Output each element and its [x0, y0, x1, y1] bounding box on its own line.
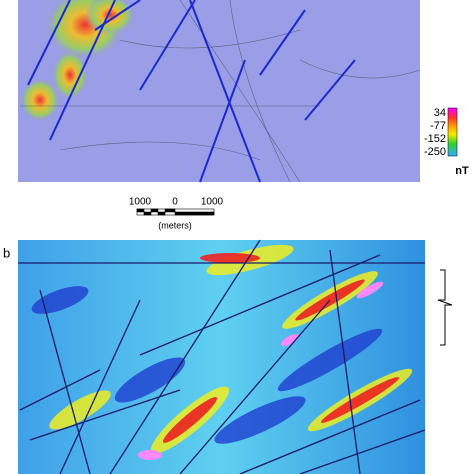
- colorbar: [447, 107, 458, 157]
- colorbar-label: -152: [424, 133, 446, 145]
- panel-label: b: [3, 245, 10, 260]
- colorbar-label: -77: [430, 120, 446, 132]
- scale-unit: (meters): [158, 220, 192, 230]
- colorbar-label: 34: [434, 107, 446, 119]
- scale-label: 0: [172, 197, 178, 208]
- colorbar-label: -250: [424, 146, 446, 158]
- scale-label: 1000: [201, 197, 224, 208]
- colorbar-unit: nT: [455, 165, 469, 177]
- map-b: [18, 239, 426, 474]
- north-symbol: [437, 269, 453, 346]
- scale-label: 1000: [129, 197, 152, 208]
- scale-bar: [136, 208, 215, 216]
- map-a: [18, 0, 421, 183]
